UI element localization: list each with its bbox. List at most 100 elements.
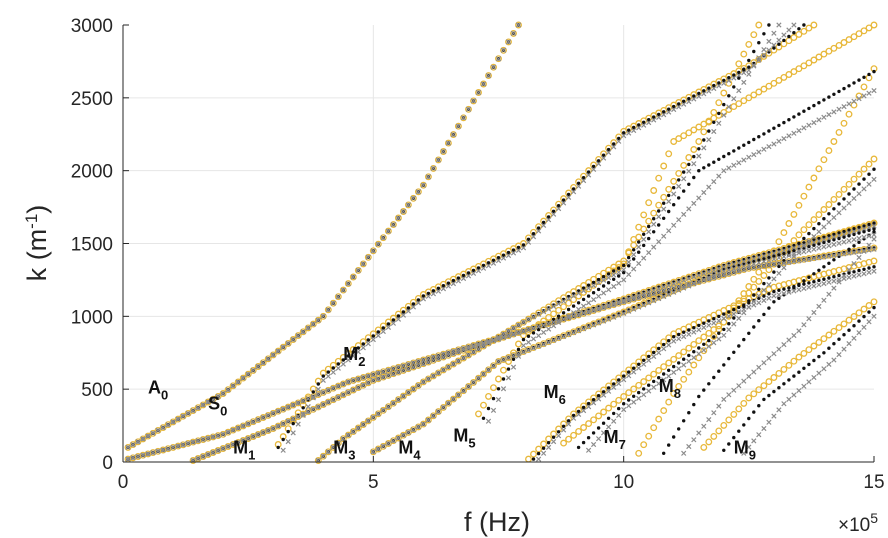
data-point-cross bbox=[225, 443, 231, 450]
data-point-circle bbox=[735, 405, 743, 413]
data-point-cross bbox=[826, 253, 832, 259]
data-point-circle bbox=[454, 391, 462, 399]
data-point-cross bbox=[641, 392, 647, 398]
data-point-cross bbox=[545, 444, 552, 451]
data-point-dot bbox=[571, 187, 576, 191]
data-point-circle bbox=[434, 156, 442, 164]
data-point-dot bbox=[872, 305, 876, 310]
data-point-cross bbox=[320, 389, 326, 396]
data-point-dot bbox=[762, 281, 766, 286]
data-point-cross bbox=[831, 214, 837, 221]
data-point-circle bbox=[680, 348, 688, 356]
data-point-circle bbox=[640, 211, 648, 219]
data-point-cross bbox=[400, 208, 407, 215]
data-point-dot bbox=[561, 311, 566, 315]
data-point-circle bbox=[655, 415, 663, 423]
data-point-circle bbox=[695, 337, 703, 345]
data-point-cross bbox=[490, 64, 497, 70]
data-point-dot bbox=[511, 357, 516, 361]
data-point-cross bbox=[315, 404, 321, 410]
data-point-dot bbox=[742, 423, 746, 427]
data-point-cross bbox=[590, 306, 597, 313]
data-point-cross bbox=[646, 119, 652, 126]
mode-label: M4 bbox=[398, 437, 421, 462]
data-point-dot bbox=[862, 314, 866, 319]
data-point-cross bbox=[270, 425, 276, 432]
data-point-circle bbox=[630, 385, 638, 393]
y-tick-label: 2000 bbox=[71, 162, 113, 183]
data-point-dot bbox=[837, 337, 841, 341]
data-point-circle bbox=[680, 375, 688, 383]
data-point-cross bbox=[195, 455, 201, 462]
data-point-circle bbox=[465, 383, 472, 390]
data-point-cross bbox=[600, 303, 607, 310]
data-point-cross bbox=[716, 83, 722, 89]
data-point-cross bbox=[600, 430, 607, 436]
data-point-dot bbox=[652, 115, 656, 119]
data-point-cross bbox=[711, 340, 717, 346]
data-point-cross bbox=[365, 418, 371, 424]
data-point-circle bbox=[650, 370, 658, 378]
data-point-cross bbox=[736, 160, 742, 166]
data-point-dot bbox=[707, 338, 711, 343]
data-point-cross bbox=[641, 361, 647, 367]
data-point-cross bbox=[871, 268, 877, 274]
data-point-cross bbox=[230, 427, 236, 433]
data-point-cross bbox=[590, 322, 597, 328]
data-point-circle bbox=[409, 426, 417, 434]
data-point-cross bbox=[565, 421, 572, 427]
data-point-cross bbox=[701, 324, 707, 331]
data-point-cross bbox=[751, 151, 757, 158]
data-point-cross bbox=[280, 421, 286, 427]
data-point-circle bbox=[800, 226, 808, 234]
data-point-dot bbox=[521, 337, 526, 342]
data-point-cross bbox=[631, 127, 637, 134]
data-point-dot bbox=[657, 376, 661, 380]
data-point-dot bbox=[737, 429, 741, 433]
data-point-cross bbox=[355, 425, 361, 431]
data-point-cross bbox=[505, 252, 512, 259]
data-point-dot bbox=[717, 369, 721, 373]
data-point-dot bbox=[717, 331, 721, 335]
data-point-cross bbox=[500, 47, 507, 53]
data-point-circle bbox=[179, 412, 187, 420]
data-point-circle bbox=[470, 348, 477, 356]
data-point-circle bbox=[800, 27, 808, 35]
data-point-cross bbox=[565, 194, 572, 201]
data-point-cross bbox=[555, 301, 562, 307]
data-point-cross bbox=[570, 329, 577, 336]
data-point-cross bbox=[330, 397, 336, 403]
data-point-dot bbox=[531, 457, 536, 461]
data-point-cross bbox=[470, 342, 477, 349]
data-point-dot bbox=[717, 111, 721, 116]
data-point-circle bbox=[384, 403, 392, 411]
data-point-dot bbox=[652, 379, 656, 384]
data-point-dot bbox=[752, 293, 756, 297]
data-point-dot bbox=[576, 301, 581, 305]
data-point-cross bbox=[485, 367, 492, 373]
data-point-cross bbox=[871, 246, 877, 252]
data-point-circle bbox=[665, 185, 673, 193]
data-point-cross bbox=[560, 333, 567, 340]
data-point-dot bbox=[551, 435, 556, 439]
data-point-dot bbox=[316, 382, 320, 386]
data-point-cross bbox=[565, 331, 572, 338]
data-point-cross bbox=[816, 282, 822, 288]
data-point-cross bbox=[806, 122, 812, 128]
data-point-cross bbox=[781, 265, 787, 271]
data-point-cross bbox=[696, 195, 702, 201]
data-point-cross bbox=[701, 423, 707, 429]
data-point-circle bbox=[189, 407, 197, 415]
data-point-cross bbox=[771, 256, 777, 262]
data-point-cross bbox=[565, 295, 572, 302]
data-point-circle bbox=[825, 201, 833, 208]
data-point-cross bbox=[415, 300, 422, 306]
data-point-circle bbox=[645, 217, 653, 225]
data-point-cross bbox=[786, 396, 792, 403]
data-point-cross bbox=[781, 247, 787, 254]
data-point-dot bbox=[787, 378, 791, 382]
data-point-dot bbox=[687, 411, 691, 415]
data-point-cross bbox=[350, 353, 356, 359]
data-point-dot bbox=[872, 167, 876, 171]
data-point-dot bbox=[742, 143, 746, 147]
